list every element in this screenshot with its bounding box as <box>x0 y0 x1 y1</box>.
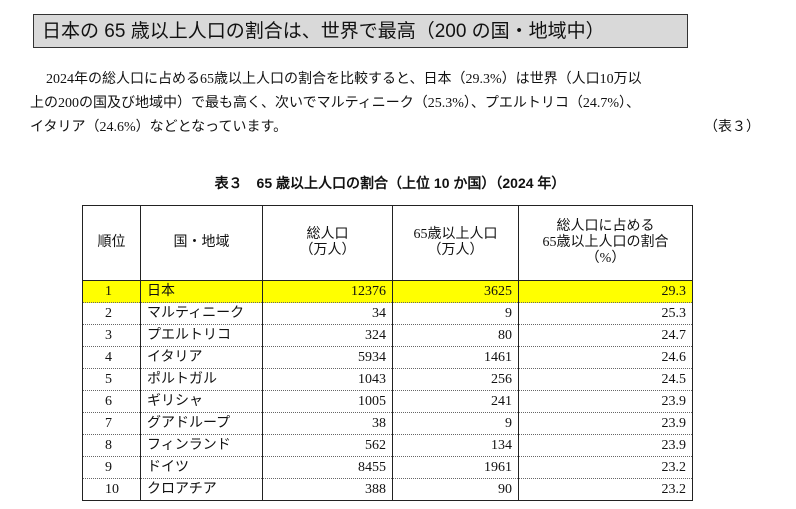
table-cell: 90 <box>392 478 519 501</box>
table-cell: 24.5 <box>518 368 693 391</box>
table-cell: クロアチア <box>140 478 263 501</box>
column-header: 65歳以上人口 （万人） <box>392 205 519 281</box>
table-cell: イタリア <box>140 346 263 369</box>
column-header-line: 65歳以上人口の割合 <box>542 235 669 250</box>
table-cell: 23.9 <box>518 390 693 413</box>
table-caption: 表３ 65 歳以上人口の割合（上位 10 か国）（2024 年） <box>214 175 566 191</box>
column-header: 国・地域 <box>140 205 263 281</box>
table-cell: 5 <box>82 368 141 391</box>
table-cell: 34 <box>262 302 393 325</box>
table-cell: 562 <box>262 434 393 457</box>
table-row: 3 プエルトリコ 324 80 24.7 <box>82 324 693 347</box>
table-cell: 38 <box>262 412 393 435</box>
ranking-table: 順位 国・地域 総人口 （万人） 65歳以上人口 （万人） 総人口に占める 65歳以上人口の割… <box>82 205 693 501</box>
table-cell: ギリシャ <box>140 390 263 413</box>
column-header-line: 国・地域 <box>173 235 230 250</box>
table-cell: プエルトリコ <box>140 324 263 347</box>
table-row: 1 日本 12376 3625 29.3 <box>82 280 693 303</box>
column-header-line: （万人） <box>427 243 484 258</box>
column-header-line: 順位 <box>97 235 126 250</box>
table-cell: ポルトガル <box>140 368 263 391</box>
paragraph-line: イタリア（24.6%）などとなっています。 <box>30 120 288 135</box>
column-header-line: 総人口に占める <box>556 219 655 234</box>
heading: 日本の 65 歳以上人口の割合は、世界で最高（200 の国・地域中） <box>33 14 688 48</box>
table-cell: 24.7 <box>518 324 693 347</box>
paragraph-line: 2024年の総人口に占める65歳以上人口の割合を比較すると、日本（29.3%）は… <box>46 72 642 87</box>
table-cell: 23.2 <box>518 478 693 501</box>
paragraph: 2024年の総人口に占める65歳以上人口の割合を比較すると、日本（29.3%）は… <box>30 68 760 140</box>
table-reference: （表３） <box>704 120 760 135</box>
table-cell: 25.3 <box>518 302 693 325</box>
column-header-line: 総人口 <box>306 227 349 242</box>
table-cell: 23.9 <box>518 412 693 435</box>
table-row: 8 フィンランド 562 134 23.9 <box>82 434 693 457</box>
table-cell: 388 <box>262 478 393 501</box>
table-row: 9 ドイツ 8455 1961 23.2 <box>82 456 693 479</box>
table-cell: 5934 <box>262 346 393 369</box>
table-cell: マルティニーク <box>140 302 263 325</box>
column-header-line: （万人） <box>299 243 356 258</box>
table-cell: フィンランド <box>140 434 263 457</box>
table-row: 5 ポルトガル 1043 256 24.5 <box>82 368 693 391</box>
table-cell: 日本 <box>140 280 263 303</box>
table-cell: 2 <box>82 302 141 325</box>
table-cell: 241 <box>392 390 519 413</box>
table-row: 10 クロアチア 388 90 23.2 <box>82 478 693 501</box>
column-header-line: （%） <box>585 251 626 266</box>
table-cell: 9 <box>392 412 519 435</box>
paragraph-line: 上の200の国及び地域中）で最も高く、次いでマルティニーク（25.3%）、プエル… <box>30 96 641 111</box>
table-cell: 10 <box>82 478 141 501</box>
table-cell: 23.2 <box>518 456 693 479</box>
column-header: 順位 <box>82 205 141 281</box>
table-cell: 23.9 <box>518 434 693 457</box>
table-cell: 29.3 <box>518 280 693 303</box>
table-cell: 9 <box>82 456 141 479</box>
table-cell: 256 <box>392 368 519 391</box>
table-cell: 324 <box>262 324 393 347</box>
table-cell: 1005 <box>262 390 393 413</box>
table-cell: 1043 <box>262 368 393 391</box>
table-cell: 134 <box>392 434 519 457</box>
table-cell: ドイツ <box>140 456 263 479</box>
table-cell: 4 <box>82 346 141 369</box>
table-cell: 3625 <box>392 280 519 303</box>
table-cell: 8455 <box>262 456 393 479</box>
table-cell: 80 <box>392 324 519 347</box>
column-header-line: 65歳以上人口 <box>413 227 498 242</box>
table-cell: 1461 <box>392 346 519 369</box>
table-row: 7 グアドループ 38 9 23.9 <box>82 412 693 435</box>
table-cell: 12376 <box>262 280 393 303</box>
table-cell: 8 <box>82 434 141 457</box>
table-cell: 24.6 <box>518 346 693 369</box>
table-cell: 7 <box>82 412 141 435</box>
table-cell: 3 <box>82 324 141 347</box>
column-header: 総人口に占める 65歳以上人口の割合 （%） <box>518 205 693 281</box>
table-cell: グアドループ <box>140 412 263 435</box>
table-cell: 6 <box>82 390 141 413</box>
table-row: 4 イタリア 5934 1461 24.6 <box>82 346 693 369</box>
table-cell: 1961 <box>392 456 519 479</box>
table-cell: 1 <box>82 280 141 303</box>
table-row: 6 ギリシャ 1005 241 23.9 <box>82 390 693 413</box>
table-cell: 9 <box>392 302 519 325</box>
table-row: 2 マルティニーク 34 9 25.3 <box>82 302 693 325</box>
column-header: 総人口 （万人） <box>262 205 393 281</box>
